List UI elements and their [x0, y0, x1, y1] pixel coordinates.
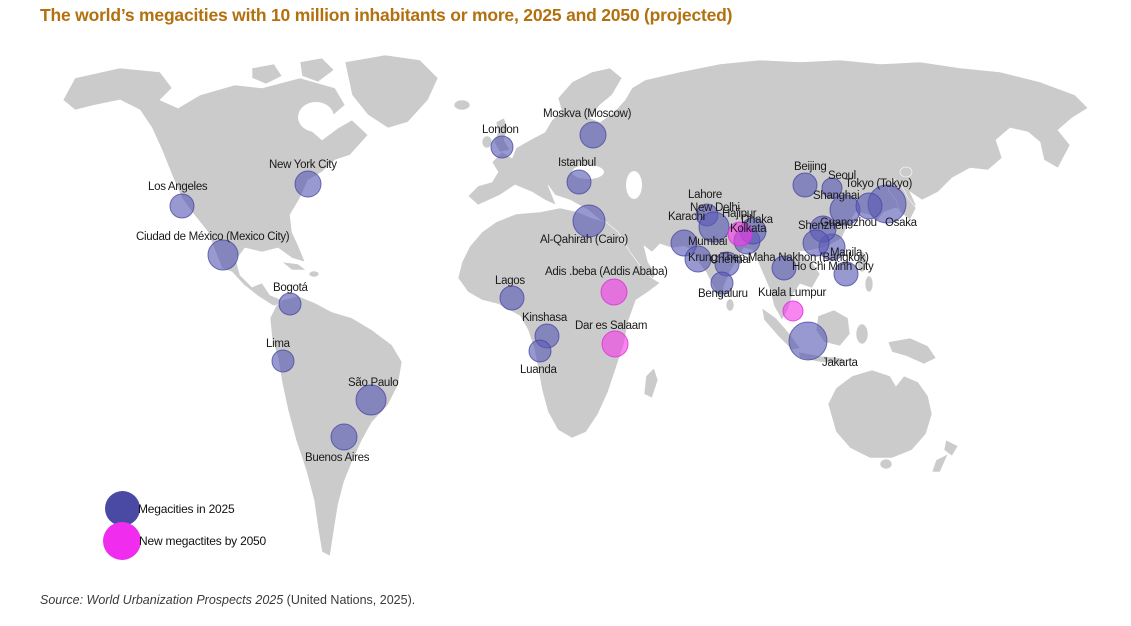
page-title: The world’s megacities with 10 million i… [40, 5, 733, 25]
city-bubble-2025 [802, 229, 830, 257]
city-bubble-2025 [566, 169, 592, 195]
city-label: Tokyo (Tokyo) [845, 178, 913, 190]
city-bubble-2025 [278, 292, 302, 316]
city-bubble-2025 [698, 211, 730, 243]
city-label: London [482, 124, 519, 136]
city-bubble-2050 [782, 300, 804, 322]
city-label: Istanbul [558, 157, 596, 169]
legend-item-new-megacities-2050: New megactites by 2050 [103, 522, 266, 560]
city-label: Luanda [520, 364, 557, 376]
city-bubble-2025 [294, 170, 322, 198]
city-label: Shenzhen [798, 220, 847, 232]
bubbles-2025 [169, 121, 907, 451]
city-bubble-2025 [528, 339, 552, 363]
city-bubble-2025 [788, 321, 828, 361]
city-label: Lahore [688, 189, 722, 201]
city-bubble-2025 [710, 271, 734, 295]
city-label: Seoul [828, 170, 856, 182]
landmasses [62, 54, 1089, 557]
city-label: Jakarta [822, 357, 859, 369]
city-label: Hajipur [722, 208, 757, 220]
city-bubble-2050 [727, 221, 753, 247]
city-label: Osaka [885, 217, 918, 229]
city-label: Dhaka [741, 214, 774, 226]
city-bubble-2050 [600, 278, 628, 306]
city-bubble-2025 [207, 239, 239, 271]
city-bubble-2025 [330, 423, 358, 451]
city-label: São Paulo [348, 377, 398, 389]
city-bubble-2025 [771, 255, 797, 281]
city-bubble-2025 [684, 245, 712, 273]
legend-label-2025: Megacities in 2025 [138, 501, 235, 516]
city-label: Karachi [668, 211, 705, 223]
city-labels: Los Angeles New York City Ciudad de México… [136, 108, 918, 464]
city-bubble-2025 [572, 204, 606, 238]
city-label: Chennai [710, 254, 751, 266]
city-label: New Delhi [690, 202, 740, 214]
legend-item-megacities-2025: Megacities in 2025 [105, 491, 235, 526]
city-label: Lima [266, 338, 291, 350]
city-bubble-2025 [490, 135, 514, 159]
city-label: Bogotá [273, 282, 309, 294]
legend-label-2050: New megactites by 2050 [139, 534, 267, 548]
city-label: Ciudad de México (Mexico City) [136, 231, 290, 243]
city-label: Moskva (Moscow) [543, 108, 632, 120]
legend-swatch-2025 [105, 491, 140, 526]
city-bubble-2025 [821, 177, 843, 199]
legend-swatch-2050 [103, 522, 141, 560]
source-note-regular: (United Nations, 2025). [283, 593, 416, 607]
city-label: Buenos Aires [305, 452, 370, 464]
source-note-italic: Source: World Urbanization Prospects 202… [40, 593, 284, 607]
city-bubble-2025 [499, 285, 525, 311]
city-bubble-2025 [792, 172, 818, 198]
city-label: Beijing [794, 161, 826, 173]
city-bubble-2025 [579, 121, 607, 149]
city-label: Manila [830, 247, 863, 259]
city-bubble-2050 [601, 330, 629, 358]
city-label: Al-Qahirah (Cairo) [540, 234, 628, 246]
city-label: Adis .beba (Addis Ababa) [545, 266, 668, 278]
city-label: New York City [269, 159, 337, 171]
city-bubble-2025 [169, 193, 195, 219]
city-bubble-2025 [355, 384, 387, 416]
city-label: Los Angeles [148, 181, 208, 193]
source-note: Source: World Urbanization Prospects 202… [40, 593, 415, 607]
city-label: Mumbai [688, 236, 727, 248]
city-bubble-2025 [855, 192, 883, 220]
city-label: Lagos [495, 275, 525, 287]
city-label: Dar es Salaam [575, 320, 647, 332]
city-label: Shanghai [813, 190, 859, 202]
bubbles-2050 [600, 221, 804, 358]
city-label: Bengaluru [698, 288, 748, 300]
city-label: Guangzhou [820, 217, 877, 229]
city-bubble-2025 [271, 349, 295, 373]
city-label: Ho Chi Minh City [792, 261, 874, 273]
city-bubble-2025 [833, 261, 859, 287]
city-label: Krung Thep Maha Nakhon (Bangkok) [688, 252, 869, 264]
city-label: Kinshasa [522, 312, 568, 324]
city-label: Kuala Lumpur [758, 287, 826, 299]
city-label: Kolkata [730, 223, 767, 235]
